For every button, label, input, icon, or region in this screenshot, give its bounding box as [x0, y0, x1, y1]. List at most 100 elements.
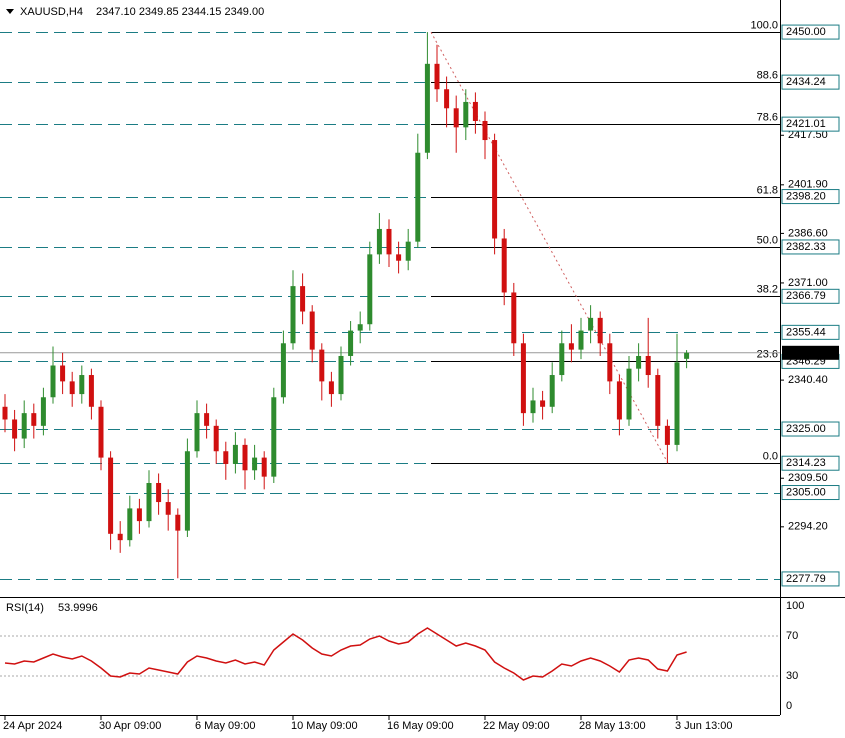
y-tick-label: 2386.60: [788, 227, 828, 239]
fib-label: 78.6: [757, 111, 778, 123]
candle-body: [271, 397, 277, 477]
level-label: 2277.79: [786, 573, 826, 585]
candle-body: [184, 451, 190, 531]
fib-trend: [430, 31, 669, 464]
candle-body: [396, 254, 402, 261]
candle-body: [88, 375, 94, 407]
level-label: 2450.00: [786, 26, 826, 38]
candle-body: [79, 375, 85, 395]
y-tick-label: 2401.90: [788, 179, 828, 191]
candle-body: [520, 343, 526, 414]
candle-body: [175, 514, 181, 531]
level-label-box: [781, 239, 840, 255]
candle-body: [98, 406, 104, 458]
candle-body: [108, 457, 114, 534]
candle-body: [232, 444, 238, 464]
fib-label: 23.6: [757, 348, 778, 360]
candle-body: [252, 457, 258, 471]
last-price-label: 2349.00: [786, 347, 826, 359]
candle-body: [290, 286, 296, 344]
menu-arrow: [6, 9, 14, 14]
candle-body: [472, 101, 478, 121]
level-label: 2382.33: [786, 241, 826, 253]
fib-label: 100.0: [750, 19, 778, 31]
candle-body: [626, 368, 632, 420]
candle-body: [328, 381, 334, 395]
x-tick-label: 28 May 13:00: [579, 720, 646, 732]
candle-body: [434, 63, 440, 90]
x-tick-label: 3 Jun 13:00: [675, 720, 733, 732]
level-label: 2398.20: [786, 190, 826, 202]
candle-body: [31, 413, 37, 426]
quote: 2347.10 2349.85 2344.15 2349.00: [96, 6, 264, 18]
rsi-name: RSI(14): [6, 602, 44, 614]
level-label: 2421.01: [786, 118, 826, 130]
level-label: 2355.44: [786, 326, 826, 338]
candle-body: [549, 375, 555, 407]
candle-body: [386, 228, 392, 255]
candle-body: [50, 365, 56, 398]
candle-body: [338, 355, 344, 395]
candle-body: [319, 349, 325, 382]
rsi-current: 53.9996: [58, 602, 98, 614]
candle-body: [684, 352, 690, 359]
candle-body: [511, 292, 517, 344]
fib-label: 88.6: [757, 69, 778, 81]
candle-body: [568, 343, 574, 350]
candle-body: [655, 375, 661, 426]
level-label: 2314.23: [786, 457, 826, 469]
candle-body: [12, 419, 18, 439]
level-label-box: [781, 324, 840, 340]
candle-body: [280, 343, 286, 398]
candle-body: [117, 533, 123, 541]
level-label-box: [781, 74, 840, 90]
candle-body: [463, 101, 469, 128]
candle-body: [376, 228, 382, 255]
candle-body: [540, 400, 546, 407]
candle-body: [60, 365, 66, 382]
candle-body: [578, 330, 584, 350]
level-label-box: [781, 288, 840, 304]
candle-body: [213, 425, 219, 452]
candle-body: [367, 254, 373, 325]
x-tick-label: 6 May 09:00: [195, 720, 256, 732]
candle-body: [309, 311, 315, 350]
candle-body: [415, 152, 421, 242]
candle-body: [674, 362, 680, 445]
y-tick-label: 2371.00: [788, 277, 828, 289]
level-label: 2366.79: [786, 290, 826, 302]
y-tick-label: 2417.50: [788, 129, 828, 141]
x-tick-label: 22 May 09:00: [483, 720, 550, 732]
candle-body: [357, 324, 363, 331]
level-label: 2325.00: [786, 423, 826, 435]
x-tick-label: 24 Apr 2024: [3, 720, 62, 732]
candle-body: [136, 508, 142, 522]
level-label-box: [781, 116, 840, 132]
rsi-tick-label: 30: [786, 670, 798, 682]
fib-label: 38.2: [757, 283, 778, 295]
candle-body: [636, 355, 642, 369]
candle-body: [261, 457, 267, 477]
fib-label: 61.8: [757, 184, 778, 196]
level-label-box: [781, 455, 840, 471]
candle-body: [645, 355, 651, 376]
candle-body: [204, 413, 210, 426]
level-label-box: [781, 485, 840, 501]
candle-body: [40, 397, 46, 426]
candle-body: [223, 451, 229, 464]
fib-label: 0.0: [763, 450, 778, 462]
rsi-tick-label: 70: [786, 630, 798, 642]
candle-body: [300, 286, 306, 312]
candle-body: [597, 317, 603, 344]
fib-label: 50.0: [757, 234, 778, 246]
rsi-line: [4, 627, 687, 681]
candle-body: [156, 482, 162, 503]
candle-body: [146, 482, 152, 522]
candle-body: [405, 241, 411, 261]
candle-body: [559, 343, 565, 376]
rsi-tick-label: 100: [786, 600, 804, 612]
candle-body: [444, 89, 450, 109]
candle-body: [530, 400, 536, 414]
candle-body: [165, 502, 171, 515]
y-tick-label: 2340.40: [788, 374, 828, 386]
